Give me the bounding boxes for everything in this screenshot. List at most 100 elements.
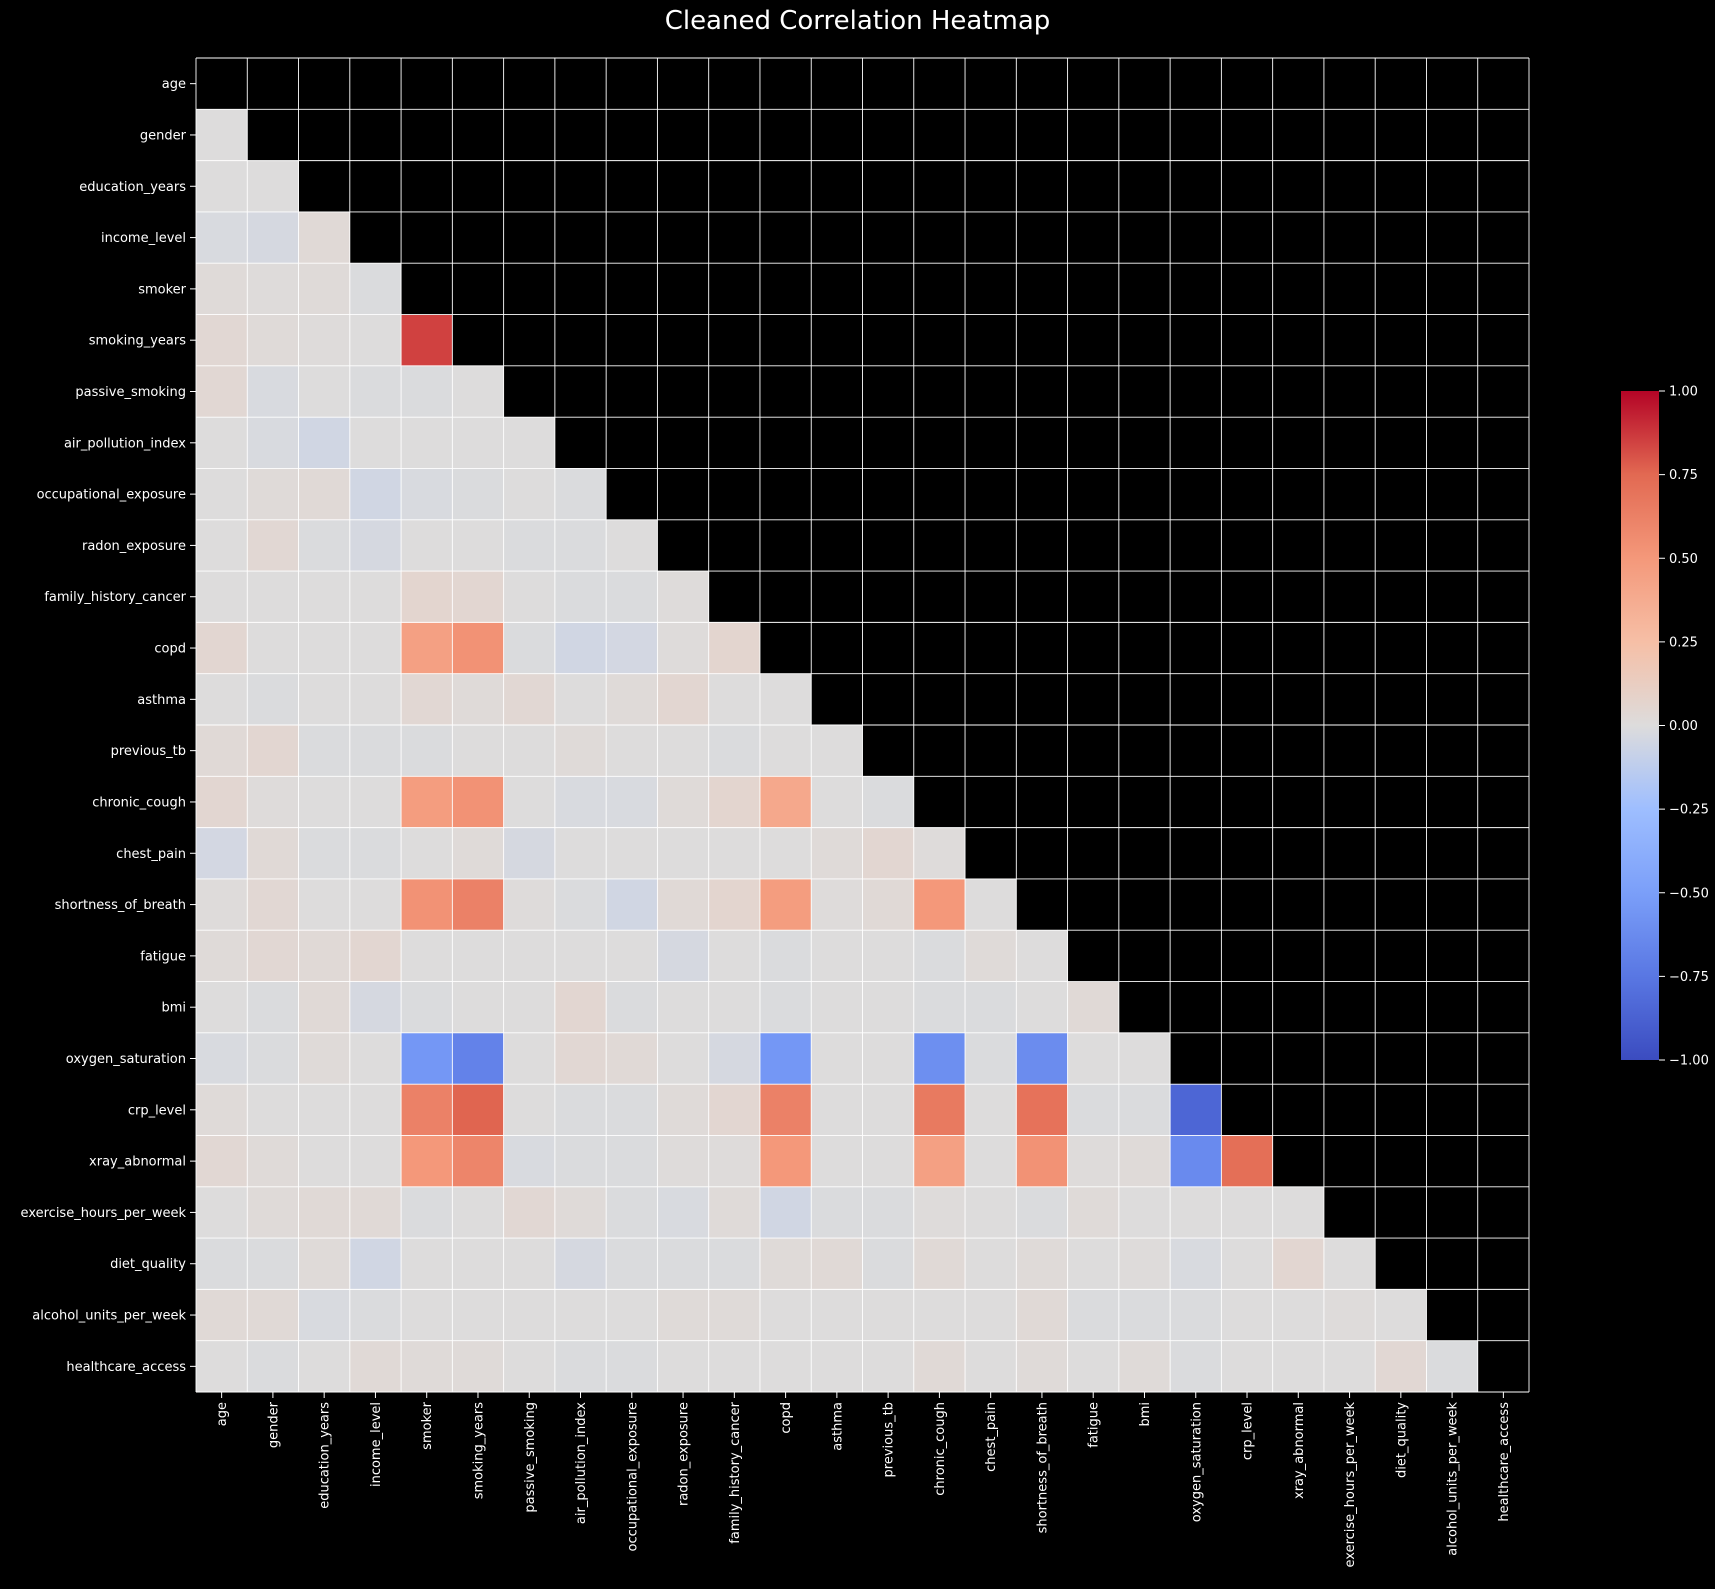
heatmap-cell-alcohol_units_per_week-oxygen_saturation: [1170, 1289, 1222, 1341]
heatmap-cell-passive_smoking-smoker: [401, 365, 453, 418]
heatmap-cell-occupational_exposure-air_pollution_index: [554, 468, 607, 520]
heatmap-cell-family_history_cancer-smoking_years: [452, 571, 504, 623]
heatmap-cell-fatigue-asthma: [811, 930, 863, 982]
heatmap-cell-crp_level-chronic_cough: [913, 1084, 966, 1136]
colorbar-tick-label: 0.25: [1669, 635, 1698, 650]
heatmap-cell-diet_quality-fatigue: [1067, 1238, 1119, 1290]
heatmap-cell-chest_pain-age: [196, 827, 248, 879]
heatmap-cell-xray_abnormal-passive_smoking: [503, 1135, 555, 1187]
heatmap-cell-exercise_hours_per_week-radon_exposure: [657, 1186, 709, 1239]
heatmap-cell-air_pollution_index-education_years: [298, 417, 350, 469]
heatmap-cell-family_history_cancer-passive_smoking: [503, 571, 555, 623]
heatmap-cell-oxygen_saturation-income_level: [349, 1032, 402, 1085]
heatmap-cell-previous_tb-passive_smoking: [503, 725, 555, 777]
heatmap-cell-chest_pain-income_level: [349, 827, 402, 879]
heatmap-cell-passive_smoking-smoking_years: [452, 365, 504, 418]
heatmap-cell-oxygen_saturation-shortness_of_breath: [1016, 1032, 1068, 1085]
heatmap-cell-occupational_exposure-smoking_years: [452, 468, 504, 520]
heatmap-cell-diet_quality-family_history_cancer: [708, 1238, 760, 1290]
heatmap-cell-asthma-occupational_exposure: [606, 673, 658, 725]
heatmap-cell-exercise_hours_per_week-family_history_cancer: [708, 1186, 760, 1239]
heatmap-cell-asthma-gender: [247, 673, 299, 725]
heatmap-cell-alcohol_units_per_week-asthma: [811, 1289, 863, 1341]
heatmap-cell-chronic_cough-passive_smoking: [503, 776, 555, 828]
heatmap-cell-previous_tb-occupational_exposure: [606, 725, 658, 777]
heatmap-cell-smoking_years-smoker: [401, 314, 453, 366]
heatmap-cell-alcohol_units_per_week-previous_tb: [862, 1289, 914, 1341]
heatmap-cell-exercise_hours_per_week-fatigue: [1067, 1186, 1119, 1239]
heatmap-gridlines: [195, 57, 1530, 1393]
heatmap-cell-xray_abnormal-smoker: [401, 1135, 453, 1187]
heatmap-cell-shortness_of_breath-smoker: [401, 878, 453, 931]
x-tick-label-healthcare_access: healthcare_access: [1497, 1402, 1512, 1522]
y-tick-label-family_history_cancer: family_history_cancer: [44, 590, 186, 605]
heatmap-cell-passive_smoking-gender: [247, 365, 299, 418]
y-tick-label-gender: gender: [140, 128, 187, 143]
heatmap-cell-alcohol_units_per_week-occupational_exposure: [606, 1289, 658, 1341]
heatmap-cell-fatigue-previous_tb: [862, 930, 914, 982]
x-tick-label-chronic_cough: chronic_cough: [933, 1402, 948, 1496]
heatmap-cell-family_history_cancer-smoker: [401, 571, 453, 623]
heatmap-cell-oxygen_saturation-gender: [247, 1032, 299, 1085]
heatmap-cell-asthma-age: [196, 673, 248, 725]
heatmap-cell-crp_level-education_years: [298, 1084, 350, 1136]
heatmap-cell-healthcare_access-asthma: [811, 1340, 863, 1392]
heatmap-cell-occupational_exposure-smoker: [401, 468, 453, 520]
x-tick-label-education_years: education_years: [318, 1402, 333, 1509]
x-tick-label-exercise_hours_per_week: exercise_hours_per_week: [1343, 1402, 1358, 1568]
colorbar-tick-label: 0.75: [1669, 468, 1698, 483]
heatmap-cell-diet_quality-crp_level: [1221, 1238, 1273, 1290]
heatmap-cell-bmi-smoking_years: [452, 981, 504, 1033]
y-tick-label-smoker: smoker: [138, 282, 186, 297]
heatmap-cell-family_history_cancer-occupational_exposure: [606, 571, 658, 623]
heatmap-cell-family_history_cancer-age: [196, 571, 248, 623]
heatmap-cell-xray_abnormal-income_level: [349, 1135, 402, 1187]
heatmap-cell-passive_smoking-education_years: [298, 365, 350, 418]
heatmap-cell-oxygen_saturation-age: [196, 1032, 248, 1085]
heatmap-cell-oxygen_saturation-asthma: [811, 1032, 863, 1085]
heatmap-cell-radon_exposure-income_level: [349, 519, 402, 572]
heatmap-cell-oxygen_saturation-chronic_cough: [913, 1032, 966, 1085]
heatmap-cell-smoking_years-gender: [247, 314, 299, 366]
heatmap-cell-diet_quality-chronic_cough: [913, 1238, 966, 1290]
y-tick-label-chest_pain: chest_pain: [116, 847, 186, 862]
heatmap-cell-smoking_years-education_years: [298, 314, 350, 366]
heatmap-cell-chronic_cough-family_history_cancer: [708, 776, 760, 828]
x-tick-label-diet_quality: diet_quality: [1394, 1402, 1409, 1478]
heatmap-cell-air_pollution_index-passive_smoking: [503, 417, 555, 469]
chart-title: Cleaned Correlation Heatmap: [664, 6, 1051, 36]
x-tick-label-age: age: [215, 1402, 230, 1426]
heatmap-cell-copd-smoking_years: [452, 622, 504, 674]
heatmap-cell-fatigue-age: [196, 930, 248, 982]
heatmap-cell-copd-passive_smoking: [503, 622, 555, 674]
heatmap-cell-copd-income_level: [349, 622, 402, 674]
heatmap-cell-healthcare_access-shortness_of_breath: [1016, 1340, 1068, 1392]
heatmap-cell-radon_exposure-education_years: [298, 519, 350, 572]
heatmap-cell-bmi-fatigue: [1067, 981, 1119, 1033]
heatmap-cell-education_years-gender: [247, 160, 299, 212]
heatmap-cell-exercise_hours_per_week-crp_level: [1221, 1186, 1273, 1239]
heatmap-cell-diet_quality-chest_pain: [965, 1238, 1017, 1290]
heatmap-cell-previous_tb-smoking_years: [452, 725, 504, 777]
heatmap-cell-xray_abnormal-oxygen_saturation: [1170, 1135, 1222, 1187]
heatmap-cell-exercise_hours_per_week-shortness_of_breath: [1016, 1186, 1068, 1239]
x-tick-label-passive_smoking: passive_smoking: [523, 1402, 538, 1513]
heatmap-cell-chest_pain-asthma: [811, 827, 863, 879]
heatmap-cell-chest_pain-smoking_years: [452, 827, 504, 879]
heatmap-cell-alcohol_units_per_week-exercise_hours_per_week: [1323, 1289, 1376, 1341]
heatmap-cell-crp_level-shortness_of_breath: [1016, 1084, 1068, 1136]
heatmap-cell-xray_abnormal-occupational_exposure: [606, 1135, 658, 1187]
y-tick-label-xray_abnormal: xray_abnormal: [89, 1155, 186, 1170]
heatmap-cell-crp_level-previous_tb: [862, 1084, 914, 1136]
heatmap-cell-diet_quality-occupational_exposure: [606, 1238, 658, 1290]
heatmap-cell-alcohol_units_per_week-xray_abnormal: [1272, 1289, 1324, 1341]
heatmap-cell-bmi-age: [196, 981, 248, 1033]
heatmap-cell-xray_abnormal-radon_exposure: [657, 1135, 709, 1187]
heatmap-cell-fatigue-smoker: [401, 930, 453, 982]
x-tick-label-radon_exposure: radon_exposure: [677, 1402, 692, 1506]
heatmap-cell-occupational_exposure-education_years: [298, 468, 350, 520]
heatmap-cell-asthma-smoker: [401, 673, 453, 725]
y-tick-label-occupational_exposure: occupational_exposure: [37, 488, 186, 503]
heatmap-cell-passive_smoking-age: [196, 365, 248, 418]
heatmap-cell-asthma-copd: [759, 673, 812, 725]
